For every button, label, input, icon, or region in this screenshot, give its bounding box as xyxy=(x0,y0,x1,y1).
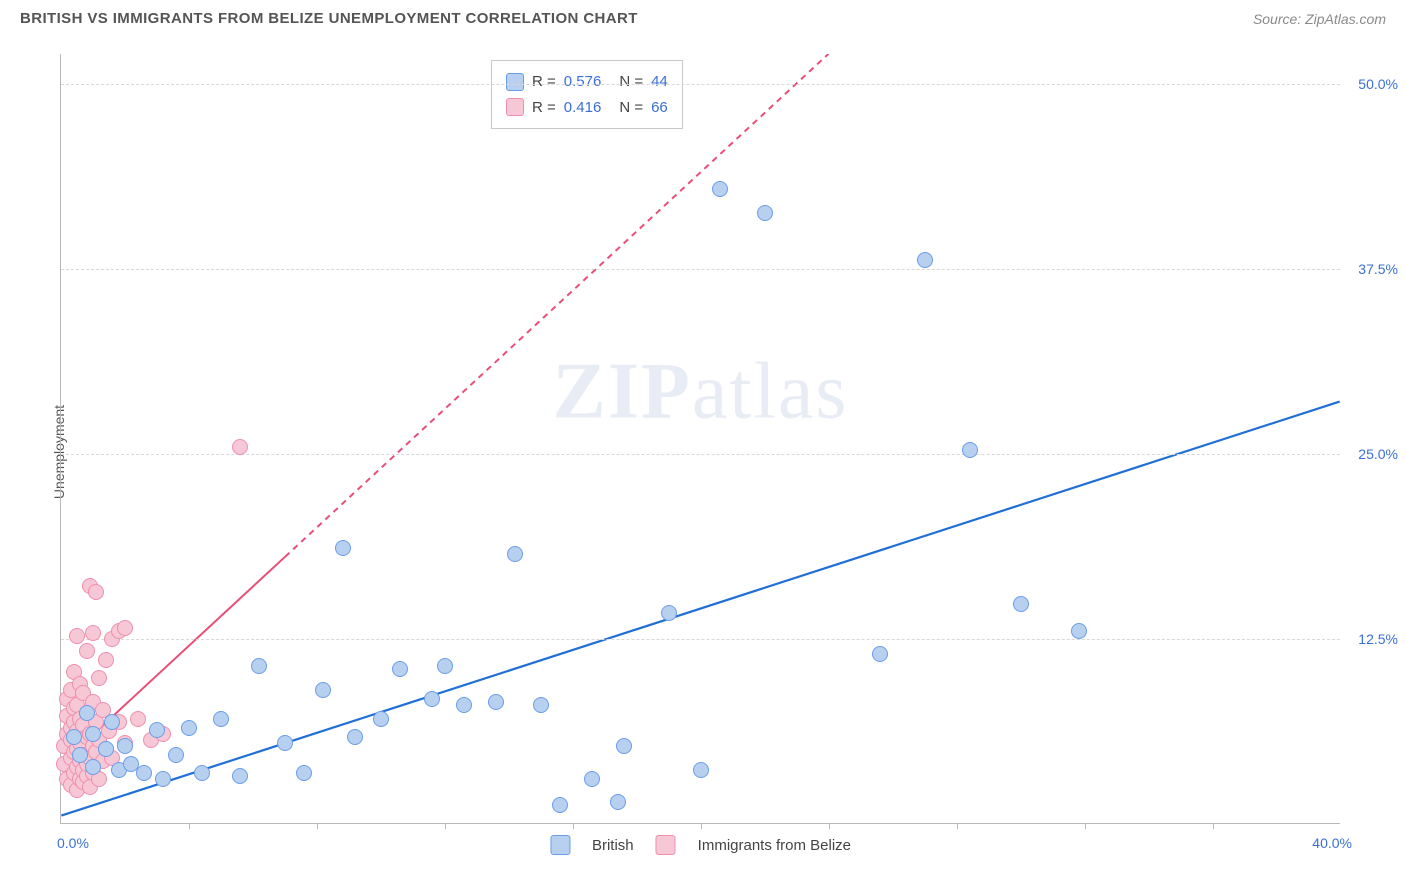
data-point-british xyxy=(79,705,95,721)
data-point-british xyxy=(584,771,600,787)
watermark: ZIPatlas xyxy=(553,347,849,438)
data-point-belize xyxy=(69,628,85,644)
data-point-belize xyxy=(79,643,95,659)
x-axis-tick-min: 0.0% xyxy=(57,835,89,851)
data-point-british xyxy=(155,771,171,787)
data-point-british xyxy=(488,694,504,710)
gridline xyxy=(61,454,1340,455)
x-minor-tick xyxy=(573,823,574,829)
data-point-belize xyxy=(232,439,248,455)
gridline xyxy=(61,269,1340,270)
data-point-british xyxy=(168,747,184,763)
data-point-british xyxy=(251,658,267,674)
gridline xyxy=(61,84,1340,85)
data-point-british xyxy=(437,658,453,674)
data-point-british xyxy=(136,765,152,781)
data-point-british xyxy=(533,697,549,713)
data-point-british xyxy=(962,442,978,458)
correlation-stats-box: R = 0.576 N = 44 R = 0.416 N = 66 xyxy=(491,60,683,129)
data-point-british xyxy=(85,726,101,742)
data-point-british xyxy=(693,762,709,778)
x-minor-tick xyxy=(189,823,190,829)
x-minor-tick xyxy=(829,823,830,829)
legend-label-belize: Immigrants from Belize xyxy=(698,837,851,854)
legend-swatch-british xyxy=(550,835,570,855)
data-point-british xyxy=(373,711,389,727)
data-point-belize xyxy=(91,670,107,686)
data-point-belize xyxy=(117,620,133,636)
plot-area: ZIPatlas R = 0.576 N = 44 R = 0.416 N = … xyxy=(60,54,1340,824)
data-point-belize xyxy=(98,652,114,668)
x-minor-tick xyxy=(317,823,318,829)
data-point-british xyxy=(117,738,133,754)
data-point-british xyxy=(424,691,440,707)
x-minor-tick xyxy=(957,823,958,829)
data-point-british xyxy=(552,797,568,813)
stats-row-belize: R = 0.416 N = 66 xyxy=(506,95,668,121)
data-point-british xyxy=(315,682,331,698)
legend-label-british: British xyxy=(592,837,634,854)
x-minor-tick xyxy=(701,823,702,829)
x-axis-tick-max: 40.0% xyxy=(1312,835,1352,851)
data-point-british xyxy=(104,714,120,730)
data-point-british xyxy=(872,646,888,662)
data-point-british xyxy=(72,747,88,763)
data-point-british xyxy=(610,794,626,810)
data-point-british xyxy=(917,252,933,268)
trend-lines-layer xyxy=(61,54,1340,823)
data-point-british xyxy=(85,759,101,775)
data-point-british xyxy=(507,546,523,562)
data-point-british xyxy=(232,768,248,784)
x-minor-tick xyxy=(1213,823,1214,829)
x-minor-tick xyxy=(445,823,446,829)
swatch-belize xyxy=(506,98,524,116)
data-point-british xyxy=(66,729,82,745)
data-point-british xyxy=(213,711,229,727)
data-point-british xyxy=(181,720,197,736)
data-point-british xyxy=(616,738,632,754)
chart-area: Unemployment ZIPatlas R = 0.576 N = 44 R… xyxy=(20,42,1386,862)
y-axis-tick: 50.0% xyxy=(1358,76,1398,92)
legend: British Immigrants from Belize xyxy=(550,835,851,855)
y-axis-tick: 12.5% xyxy=(1358,631,1398,647)
data-point-british xyxy=(296,765,312,781)
data-point-belize xyxy=(85,625,101,641)
data-point-british xyxy=(335,540,351,556)
chart-title: BRITISH VS IMMIGRANTS FROM BELIZE UNEMPL… xyxy=(20,10,638,27)
data-point-british xyxy=(757,205,773,221)
data-point-british xyxy=(1013,596,1029,612)
swatch-british xyxy=(506,73,524,91)
data-point-british xyxy=(347,729,363,745)
data-point-british xyxy=(661,605,677,621)
y-axis-tick: 25.0% xyxy=(1358,446,1398,462)
data-point-british xyxy=(392,661,408,677)
data-point-belize xyxy=(88,584,104,600)
data-point-british xyxy=(1071,623,1087,639)
data-point-british xyxy=(712,181,728,197)
data-point-belize xyxy=(130,711,146,727)
data-point-british xyxy=(194,765,210,781)
gridline xyxy=(61,639,1340,640)
y-axis-tick: 37.5% xyxy=(1358,261,1398,277)
data-point-british xyxy=(456,697,472,713)
data-point-british xyxy=(149,722,165,738)
data-point-british xyxy=(98,741,114,757)
source-label: Source: ZipAtlas.com xyxy=(1253,11,1386,27)
legend-swatch-belize xyxy=(656,835,676,855)
data-point-british xyxy=(277,735,293,751)
stats-row-british: R = 0.576 N = 44 xyxy=(506,69,668,95)
x-minor-tick xyxy=(1085,823,1086,829)
